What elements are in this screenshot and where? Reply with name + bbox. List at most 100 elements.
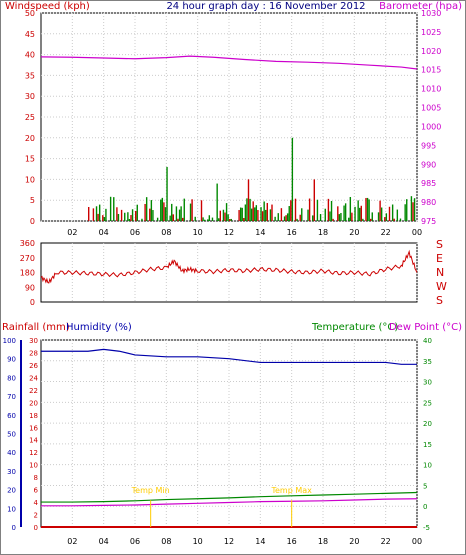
wind-bar	[208, 215, 211, 221]
temp-tick-label: 20	[423, 420, 432, 428]
wind-bar	[370, 218, 372, 221]
wind-bar	[380, 207, 383, 221]
wind-bar	[396, 209, 399, 221]
left-tick-label: 90	[25, 283, 35, 292]
wind-bar	[280, 208, 283, 221]
right-tick-label: 1020	[421, 47, 441, 56]
temp-tick-label: 15	[423, 441, 432, 449]
x-tick-label: 06	[130, 228, 140, 237]
wind-bar	[219, 210, 221, 221]
left-tick-label: 50	[25, 9, 35, 18]
wind-bar	[385, 213, 388, 221]
wind-bar	[379, 200, 381, 221]
rain-tick-label: 30	[29, 337, 38, 345]
chart-title: 24 hour graph day : 16 November 2012	[166, 1, 365, 12]
humidity-tick-label: 50	[7, 431, 16, 439]
rain-tick-label: 20	[29, 399, 38, 407]
wind-bar	[399, 218, 402, 221]
wind-bar	[239, 207, 242, 221]
wind-bar	[116, 207, 118, 221]
wind-bar	[227, 214, 229, 221]
wind-bar	[229, 219, 231, 221]
wind-bar	[120, 209, 123, 221]
wind-bar	[117, 213, 120, 221]
wind-bar	[175, 206, 178, 221]
wind-bar	[183, 198, 185, 221]
right-tick-label: 985	[421, 179, 436, 188]
wind-bar	[260, 207, 262, 221]
right-tick-label: 975	[421, 217, 436, 226]
rain-tick-label: 16	[29, 424, 38, 432]
wind-bar	[163, 202, 165, 221]
wind-bar	[136, 204, 138, 221]
x-tick-label: 18	[318, 228, 328, 237]
wind-bar	[102, 215, 104, 221]
wind-bar	[92, 208, 95, 221]
wind-bar	[391, 204, 394, 221]
wind-bar	[332, 218, 334, 221]
left-tick-label: 30	[25, 92, 35, 101]
x-tick-label: 22	[381, 228, 391, 237]
wind-bar	[169, 215, 171, 221]
wind-bar	[338, 214, 341, 221]
wind-bar	[225, 203, 228, 221]
temp-tick-label: 30	[423, 379, 432, 387]
temp-tick-label: 5	[423, 482, 427, 490]
humidity-tick-label: 70	[7, 393, 16, 401]
right-tick-label: 1000	[421, 122, 441, 131]
dewpoint-line	[41, 498, 418, 507]
left-axis-title: Windspeed (kph)	[5, 1, 90, 12]
wind-bar	[88, 207, 90, 221]
compass-label: S	[436, 238, 443, 251]
right-tick-label: 990	[421, 160, 436, 169]
wind-bar	[360, 205, 362, 221]
humidity-line	[41, 348, 417, 365]
wind-bar	[294, 198, 297, 221]
x-tick-label: 00	[412, 228, 422, 237]
right-tick-label: 1015	[421, 66, 441, 75]
wind-bar	[202, 217, 204, 221]
left-tick-label: 35	[25, 71, 35, 80]
humidity-tick-label: 20	[7, 487, 16, 495]
wind-bar	[283, 216, 286, 221]
wind-bar	[105, 208, 107, 221]
wind-bar	[351, 212, 353, 221]
wind-bar	[291, 137, 294, 221]
wind-bar	[299, 214, 301, 221]
wind-bar	[384, 217, 386, 221]
temp-tick-label: 0	[423, 503, 427, 511]
wind-bar	[271, 204, 273, 221]
wind-bar	[135, 210, 137, 221]
wind-bar	[349, 196, 352, 221]
wind-bar	[393, 218, 395, 221]
temp-tick-label: -5	[423, 524, 430, 532]
humidity-tick-label: 40	[7, 449, 16, 457]
wind-bar	[330, 200, 333, 221]
x-tick-label: 08	[161, 228, 171, 237]
left-tick-label: 20	[25, 134, 35, 143]
wind-bar	[128, 219, 131, 221]
x-tick-label: 04	[99, 228, 109, 237]
right-tick-label: 980	[421, 198, 436, 207]
wind-bar	[161, 197, 164, 221]
x-tick-label: 02	[67, 537, 77, 546]
x-tick-label: 08	[161, 537, 171, 546]
wind-barometer-panel: 0510152025303540455097598098599099510001…	[5, 1, 462, 237]
x-tick-label: 18	[318, 537, 328, 546]
wind-bar	[316, 199, 319, 221]
wind-bar	[362, 218, 364, 221]
wind-bar	[266, 202, 268, 221]
left-tick-label: 0	[30, 298, 35, 307]
temperature-humidity-panel: 0246810121416182022242628300102030405060…	[2, 322, 462, 546]
wind-bar	[265, 209, 267, 221]
left-tick-label: 360	[20, 239, 35, 248]
wind-bar	[109, 196, 112, 221]
compass-label: N	[436, 266, 444, 279]
wind-bar	[113, 197, 115, 221]
rain-tick-label: 2	[34, 512, 38, 520]
x-tick-label: 06	[130, 537, 140, 546]
left-tick-label: 0	[30, 217, 35, 226]
humidity-label: Humidity (%)	[66, 322, 132, 333]
left-tick-label: 45	[25, 30, 35, 39]
